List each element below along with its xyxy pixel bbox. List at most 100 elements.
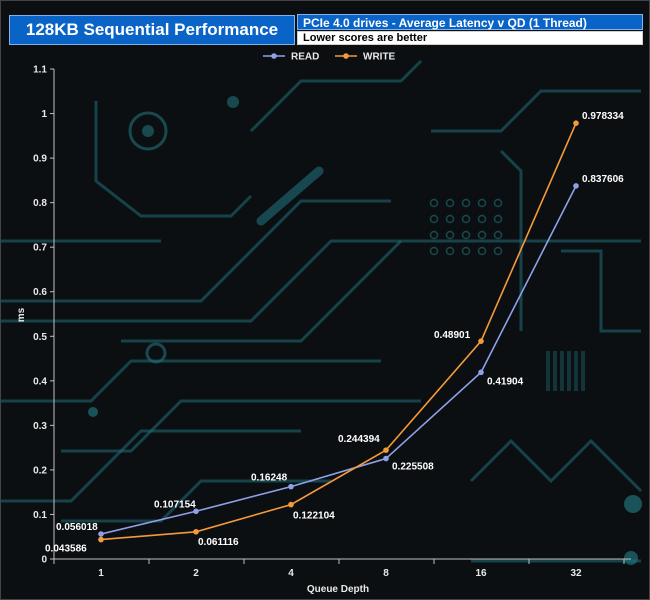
circuit-bar: [581, 351, 585, 391]
y-tick-label: 0.1: [33, 510, 47, 521]
circuit-trace: [94, 101, 253, 218]
data-point-read: [98, 531, 104, 537]
circuit-pad: [142, 125, 154, 137]
data-point-read: [478, 369, 484, 376]
circuit-dot: [445, 246, 455, 256]
circuit-background: [1, 59, 643, 565]
chart-series: [98, 120, 579, 543]
data-point-write: [288, 501, 294, 508]
circuit-dot: [445, 198, 455, 208]
data-point-read: [383, 455, 389, 462]
circuit-dot: [429, 198, 439, 208]
y-axis-ticks: 0 0.1 0.2 0.3 0.4 0.5 0.6 0.7 0.8 0.9 1 1.1: [33, 65, 54, 566]
circuit-trace: [499, 149, 523, 331]
y-tick-label: 0.4: [33, 376, 47, 387]
data-label-read: 0.107154: [154, 499, 196, 510]
data-label-write: 0.122104: [293, 511, 335, 522]
legend-label-write: WRITE: [363, 52, 396, 63]
x-tick-label: 2: [193, 568, 199, 579]
data-label-write: 0.978334: [582, 111, 624, 122]
data-point-write: [193, 528, 199, 535]
chart-title: 128KB Sequential Performance: [9, 15, 295, 45]
circuit-trace: [1, 199, 391, 303]
circuit-dot: [477, 198, 487, 208]
y-tick-label: 0.2: [33, 465, 47, 476]
circuit-pad: [624, 551, 638, 565]
circuit-dot: [493, 246, 503, 256]
circuit-trace: [561, 249, 641, 333]
data-label-write: 0.48901: [434, 330, 471, 341]
data-label-read: 0.16248: [251, 473, 288, 484]
circuit-dot: [461, 198, 471, 208]
circuit-bar: [574, 351, 578, 391]
y-axis-title: ms: [16, 307, 27, 322]
series-line-write: [100, 122, 577, 541]
circuit-pad: [88, 407, 98, 417]
circuit-dot: [461, 230, 471, 240]
circuit-trace: [431, 89, 641, 133]
circuit-trace: [61, 479, 331, 523]
chart-legend: READ WRITE: [263, 52, 396, 63]
y-tick-label: 0.3: [33, 421, 47, 432]
circuit-ring: [145, 342, 167, 364]
circuit-trace: [469, 438, 643, 493]
circuit-trace: [1, 429, 301, 503]
circuit-dot: [429, 214, 439, 224]
circuit-dot: [477, 230, 487, 240]
data-label-read: 0.837606: [582, 174, 624, 185]
x-tick-label: 16: [475, 568, 487, 579]
x-tick-label: 4: [288, 568, 294, 579]
circuit-trace: [121, 239, 403, 343]
x-axis-ticks: 1 2 4 8 16 32: [53, 559, 625, 579]
data-label-read: 0.056018: [56, 522, 98, 533]
data-point-write: [98, 536, 104, 543]
circuit-trace: [256, 166, 324, 226]
circuit-dot: [429, 246, 439, 256]
x-tick-label: 1: [98, 568, 104, 579]
data-label-write: 0.061116: [198, 537, 239, 548]
circuit-trace: [1, 239, 641, 323]
x-tick-label: 32: [570, 568, 582, 579]
circuit-dot: [461, 214, 471, 224]
data-point-write: [573, 120, 579, 126]
chart-subtitle: PCIe 4.0 drives - Average Latency v QD (…: [297, 14, 643, 30]
series-line-read: [100, 185, 577, 535]
circuit-ring: [128, 111, 168, 151]
legend-marker-read: [271, 53, 277, 59]
circuit-trace: [1, 359, 381, 403]
y-tick-label: 1: [41, 109, 47, 120]
data-labels: 0.056018 0.107154 0.16248 0.225508 0.41904 0.…: [45, 111, 624, 554]
data-point-read: [573, 183, 579, 189]
circuit-dot: [477, 214, 487, 224]
x-tick-label: 8: [383, 568, 389, 579]
data-point-write: [478, 338, 484, 344]
circuit-dot: [461, 246, 471, 256]
data-label-read: 0.41904: [487, 376, 524, 387]
y-tick-label: 0.8: [33, 198, 47, 209]
y-tick-label: 0.6: [33, 287, 47, 298]
circuit-bar: [560, 351, 564, 391]
circuit-dot: [493, 230, 503, 240]
circuit-bar: [546, 351, 550, 391]
circuit-dot: [445, 214, 455, 224]
data-label-write: 0.043586: [45, 544, 87, 555]
circuit-dot: [445, 230, 455, 240]
circuit-pad: [227, 96, 239, 108]
circuit-dot: [493, 198, 503, 208]
chart-note: Lower scores are better: [297, 31, 643, 45]
circuit-bar: [553, 351, 557, 391]
data-label-read: 0.225508: [392, 462, 434, 473]
circuit-dot: [493, 214, 503, 224]
data-point-read: [288, 483, 294, 490]
circuit-trace: [61, 399, 421, 453]
y-tick-label: 0.9: [33, 154, 47, 165]
y-tick-label: 1.1: [33, 65, 47, 76]
circuit-dot: [477, 246, 487, 256]
circuit-pad: [624, 495, 642, 513]
legend-marker-write: [343, 53, 349, 59]
data-label-write: 0.244394: [338, 434, 380, 445]
y-tick-label: 0: [41, 555, 47, 566]
x-axis-title: Queue Depth: [307, 584, 369, 595]
